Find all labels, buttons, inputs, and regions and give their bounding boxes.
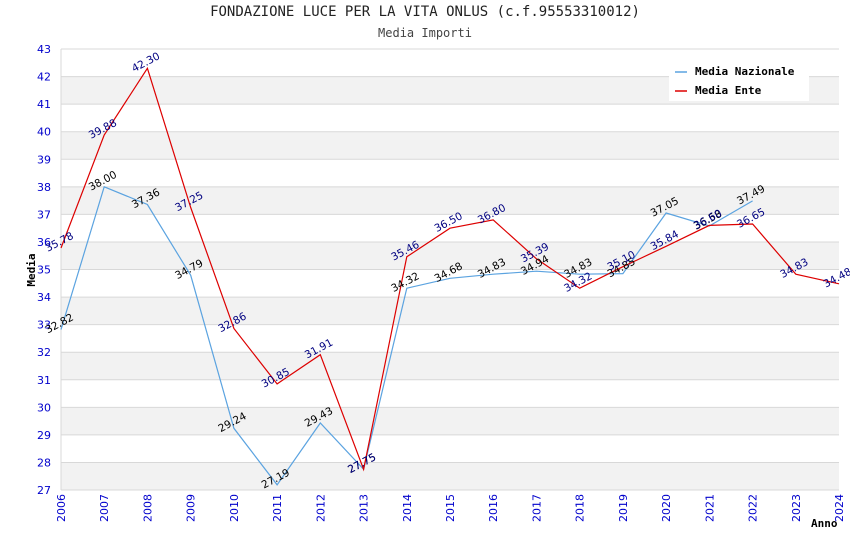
legend-box: [669, 59, 809, 101]
grid-band: [61, 352, 839, 380]
x-tick-label: 2006: [55, 494, 68, 522]
grid-band: [61, 186, 839, 215]
y-tick-label: 41: [37, 98, 51, 111]
series-line: [60, 66, 840, 472]
y-tick-label: 28: [37, 456, 51, 469]
series-line: [60, 185, 753, 486]
legend: Media Nazionale Media Ente: [669, 59, 809, 101]
y-tick-label: 43: [37, 43, 51, 56]
x-tick-label: 2010: [228, 494, 241, 522]
grid-band: [61, 434, 839, 463]
y-axis-label: Media: [25, 253, 38, 286]
series-lines: [60, 66, 840, 486]
grid-band: [61, 462, 839, 490]
grid-band: [61, 324, 839, 353]
x-tick-label: 2011: [271, 494, 284, 522]
y-tick-label: 38: [37, 181, 51, 194]
x-tick-label: 2017: [530, 494, 543, 522]
x-tick-label: 2018: [574, 494, 587, 522]
grid-bands: [61, 49, 839, 490]
grid-band: [61, 297, 839, 325]
x-tick-label: 2012: [314, 494, 327, 522]
grid-band: [61, 159, 839, 187]
x-tick-label: 2013: [358, 494, 371, 522]
grid-band: [61, 407, 839, 435]
y-tick-label: 30: [37, 401, 51, 414]
x-tick-label: 2009: [185, 494, 198, 522]
y-tick-label: 42: [37, 71, 51, 84]
y-tick-label: 37: [37, 208, 51, 221]
y-tick-label: 31: [37, 374, 51, 387]
y-tick-label: 29: [37, 429, 51, 442]
chart-title: FONDAZIONE LUCE PER LA VITA ONLUS (c.f.9…: [210, 4, 640, 20]
x-tick-label: 2022: [747, 494, 760, 522]
x-tick-label: 2008: [141, 494, 154, 522]
x-tick-label: 2007: [98, 494, 111, 522]
y-tick-label: 40: [37, 126, 51, 139]
y-tick-label: 27: [37, 484, 51, 497]
x-tick-label: 2016: [487, 494, 500, 522]
x-tick-label: 2024: [833, 494, 846, 522]
x-tick-label: 2014: [401, 494, 414, 522]
y-tick-label: 32: [37, 346, 51, 359]
y-axis-ticks: 27 28 29 30 31 32 33 34 35 36 37 38 39 40 41 42 43: [37, 43, 51, 497]
grid-lines: [60, 48, 839, 491]
y-tick-label: 36: [37, 236, 51, 249]
grid-band: [61, 131, 839, 160]
grid-band: [61, 104, 839, 132]
x-tick-label: 2015: [444, 494, 457, 522]
x-tick-label: 2023: [790, 494, 803, 522]
grid-band: [61, 269, 839, 298]
legend-label-media-nazionale: Media Nazionale: [695, 65, 795, 78]
y-tick-label: 33: [37, 319, 51, 332]
x-tick-label: 2019: [617, 494, 630, 522]
grid-band: [61, 379, 839, 408]
y-tick-label: 39: [37, 153, 51, 166]
grid-band: [61, 241, 839, 270]
x-axis-ticks: 2006 2007 2008 2009 2010 2011 2012 2013 2014 2015…: [55, 494, 846, 522]
x-tick-label: 2020: [660, 494, 673, 522]
x-axis-label: Anno: [811, 517, 838, 530]
x-tick-label: 2021: [703, 494, 716, 522]
y-tick-label: 35: [37, 264, 51, 277]
y-tick-label: 34: [37, 291, 51, 304]
legend-label-media-ente: Media Ente: [695, 84, 762, 97]
chart-subtitle: Media Importi: [378, 26, 472, 40]
